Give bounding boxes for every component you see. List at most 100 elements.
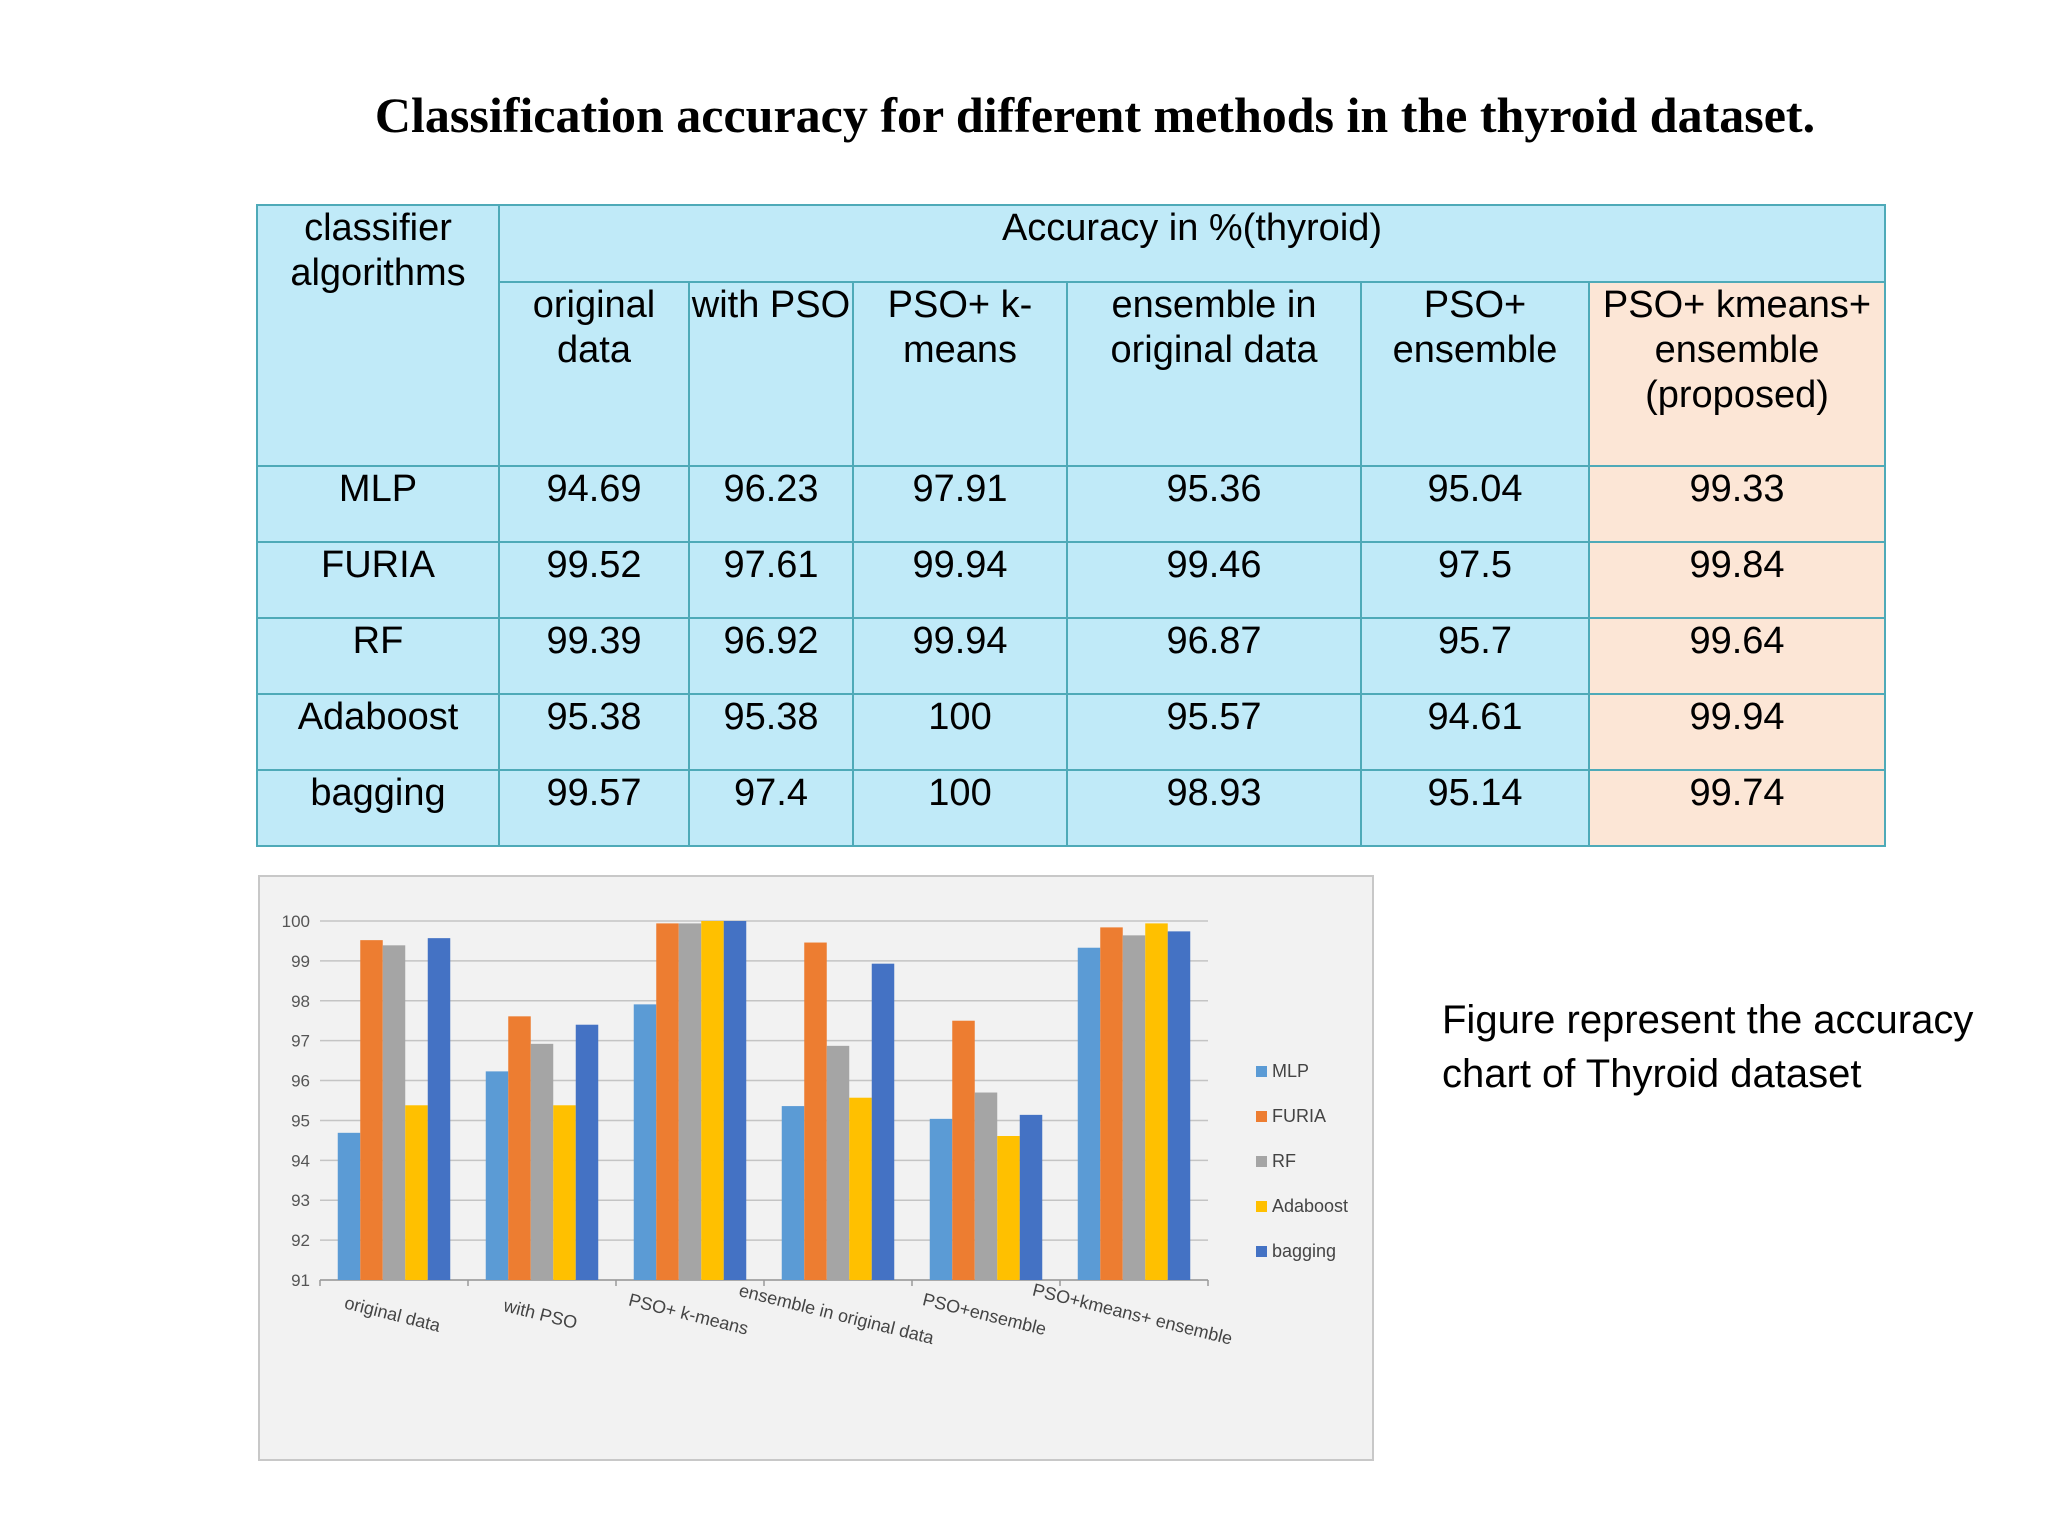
bar-mlp	[337, 1132, 361, 1280]
table-cell: 98.93	[1066, 769, 1362, 847]
bar-rf	[530, 1043, 554, 1280]
legend-swatch-rf	[1256, 1156, 1267, 1167]
slide-title: Classification accuracy for different me…	[374, 87, 1816, 143]
table-cell: 95.14	[1360, 769, 1590, 847]
bar-bagging	[1167, 931, 1191, 1280]
legend-swatch-furia	[1256, 1111, 1267, 1122]
table-cell: 99.94	[1588, 693, 1886, 771]
table-row: FURIA 99.52 97.61 99.94 99.46 97.5 99.84	[256, 541, 1886, 619]
bar-adaboost	[997, 1136, 1020, 1280]
bar-furia	[508, 1016, 531, 1280]
table-row: RF 99.39 96.92 99.94 96.87 95.7 99.64	[256, 617, 1886, 695]
table-cell: 100	[852, 693, 1068, 771]
corner-header: classifier algorithms	[256, 204, 500, 467]
bar-adaboost	[553, 1105, 576, 1280]
table-cell: 94.69	[498, 465, 690, 543]
legend-label: bagging	[1272, 1241, 1336, 1261]
bar-bagging	[723, 921, 747, 1280]
bar-rf	[974, 1092, 998, 1280]
y-tick-label: 92	[291, 1231, 310, 1250]
y-tick-label: 94	[291, 1151, 310, 1170]
table-row: bagging 99.57 97.4 100 98.93 95.14 99.74	[256, 769, 1886, 847]
table-cell: 95.38	[688, 693, 854, 771]
table-cell: 97.61	[688, 541, 854, 619]
table-cell: 99.39	[498, 617, 690, 695]
bar-mlp	[781, 1106, 805, 1280]
table-row: MLP 94.69 96.23 97.91 95.36 95.04 99.33	[256, 465, 1886, 543]
table-cell: 95.57	[1066, 693, 1362, 771]
legend-swatch-bagging	[1256, 1246, 1267, 1257]
table-cell: 99.84	[1588, 541, 1886, 619]
y-tick-label: 91	[291, 1271, 310, 1290]
y-tick-label: 97	[291, 1032, 310, 1051]
x-tick-label: ensemble in original data	[737, 1280, 937, 1348]
x-tick-label: PSO+ k-means	[627, 1290, 751, 1339]
bar-adaboost	[849, 1097, 872, 1280]
table-cell: 95.36	[1066, 465, 1362, 543]
bar-furia	[804, 942, 827, 1280]
bar-furia	[952, 1020, 975, 1280]
group-header: Accuracy in %(thyroid)	[498, 204, 1886, 283]
column-header: PSO+ k-means	[852, 281, 1068, 467]
legend-swatch-adaboost	[1256, 1201, 1267, 1212]
x-tick-label: original data	[342, 1293, 443, 1336]
column-header: with PSO	[688, 281, 854, 467]
column-header: original data	[498, 281, 690, 467]
bar-rf	[382, 945, 406, 1280]
chart-panel: 91 92 93 94 95 96 97 98 99 100 original data with P…	[258, 875, 1374, 1461]
accuracy-table: classifier algorithms Accuracy in %(thyr…	[256, 204, 1886, 847]
table-cell: 94.61	[1360, 693, 1590, 771]
column-header: PSO+ ensemble	[1360, 281, 1590, 467]
table-cell: 99.33	[1588, 465, 1886, 543]
legend-label: MLP	[1272, 1061, 1309, 1081]
bar-chart: 91 92 93 94 95 96 97 98 99 100 original data with P…	[282, 912, 1348, 1349]
table-cell: 97.91	[852, 465, 1068, 543]
bar-mlp	[929, 1118, 953, 1280]
bar-mlp	[633, 1004, 657, 1280]
figure-caption: Figure represent the accuracy chart of T…	[1442, 993, 2022, 1101]
table-cell: 97.4	[688, 769, 854, 847]
column-header: ensemble in original data	[1066, 281, 1362, 467]
row-label: RF	[256, 617, 500, 695]
table-cell: 96.92	[688, 617, 854, 695]
table-row: Adaboost 95.38 95.38 100 95.57 94.61 99.…	[256, 693, 1886, 771]
y-tick-label: 100	[282, 912, 310, 931]
bar-rf	[678, 923, 702, 1280]
y-tick-label: 93	[291, 1191, 310, 1210]
bar-furia	[656, 923, 679, 1280]
x-tick-label: PSO+kmeans+ ensemble	[1031, 1280, 1235, 1349]
y-tick-label: 98	[291, 992, 310, 1011]
bar-mlp	[485, 1071, 509, 1280]
table-cell: 99.94	[852, 617, 1068, 695]
bar-adaboost	[405, 1105, 428, 1280]
y-tick-label: 95	[291, 1111, 310, 1130]
row-label: bagging	[256, 769, 500, 847]
table-cell: 99.46	[1066, 541, 1362, 619]
table-cell: 99.74	[1588, 769, 1886, 847]
row-label: Adaboost	[256, 693, 500, 771]
table-cell: 99.94	[852, 541, 1068, 619]
table-cell: 99.57	[498, 769, 690, 847]
table-cell: 99.64	[1588, 617, 1886, 695]
bar-bagging	[871, 963, 895, 1280]
table-cell: 96.87	[1066, 617, 1362, 695]
bar-furia	[360, 940, 383, 1280]
table-cell: 96.23	[688, 465, 854, 543]
table-cell: 95.7	[1360, 617, 1590, 695]
bar-bagging	[575, 1024, 599, 1280]
y-tick-label: 96	[291, 1072, 310, 1091]
caption-line: Figure represent the accuracy	[1442, 998, 1974, 1042]
legend-label: Adaboost	[1272, 1196, 1348, 1216]
table-cell: 95.04	[1360, 465, 1590, 543]
x-tick-label: with PSO	[501, 1295, 580, 1333]
table-cell: 100	[852, 769, 1068, 847]
legend-label: RF	[1272, 1151, 1296, 1171]
bar-adaboost	[1145, 923, 1168, 1280]
table-cell: 97.5	[1360, 541, 1590, 619]
bar-furia	[1100, 927, 1123, 1280]
bar-adaboost	[701, 921, 724, 1280]
table-cell: 99.52	[498, 541, 690, 619]
bar-mlp	[1077, 947, 1101, 1280]
bar-bagging	[1019, 1114, 1043, 1280]
legend-swatch-mlp	[1256, 1066, 1267, 1077]
